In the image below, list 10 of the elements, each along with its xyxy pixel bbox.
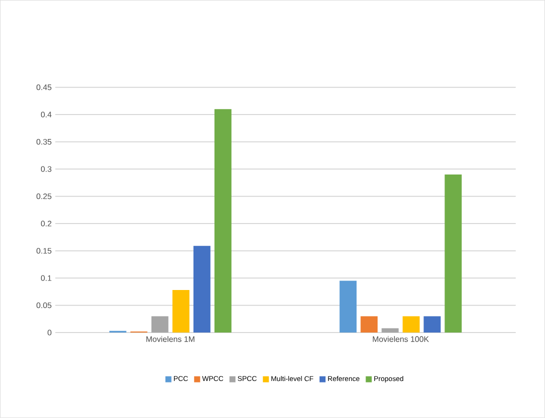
bar xyxy=(214,109,232,333)
bar xyxy=(382,328,399,333)
bar xyxy=(402,316,420,333)
bar xyxy=(151,316,168,333)
bar xyxy=(424,316,441,333)
bar xyxy=(360,316,378,333)
bar xyxy=(193,246,210,333)
bar xyxy=(172,290,190,333)
bar xyxy=(340,280,357,333)
bar xyxy=(444,174,462,333)
